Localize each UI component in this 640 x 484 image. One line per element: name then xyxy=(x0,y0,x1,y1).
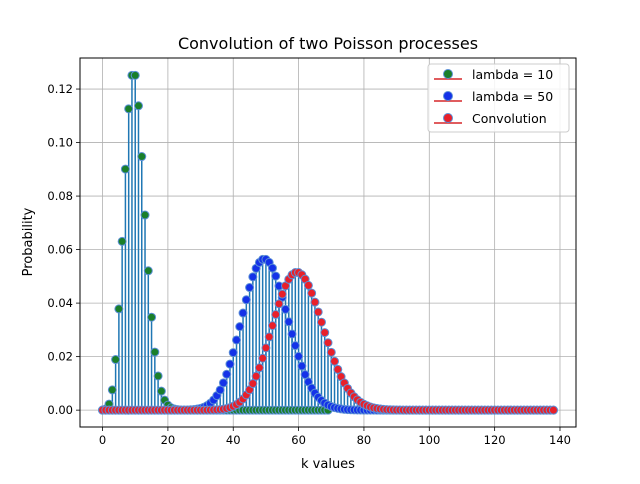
legend-box xyxy=(427,63,570,133)
x-tick-label: 120 xyxy=(484,433,506,447)
y-tick-label: 0.10 xyxy=(47,136,73,150)
point-lambda-50 xyxy=(232,335,242,345)
point-lambda-50 xyxy=(297,361,307,371)
plot-frame xyxy=(79,57,577,428)
legend-marker xyxy=(443,113,453,123)
y-tick-label: 0.00 xyxy=(47,403,73,417)
point-lambda-10 xyxy=(156,386,166,396)
point-lambda-50 xyxy=(267,263,277,273)
point-lambda-10 xyxy=(150,347,160,357)
point-convolution xyxy=(323,338,333,348)
point-lambda-10 xyxy=(111,355,121,365)
point-lambda-10 xyxy=(140,210,150,220)
point-convolution xyxy=(251,371,261,381)
legend-marker xyxy=(443,91,453,101)
point-convolution xyxy=(316,317,326,327)
point-convolution xyxy=(326,347,336,357)
point-convolution xyxy=(271,309,281,319)
point-convolution xyxy=(548,405,558,415)
point-lambda-10 xyxy=(137,152,147,162)
point-lambda-50 xyxy=(245,283,255,293)
x-tick-label: 80 xyxy=(357,433,372,447)
point-lambda-10 xyxy=(107,385,117,395)
point-convolution xyxy=(258,353,268,363)
point-convolution xyxy=(310,297,320,307)
x-tick-label: 100 xyxy=(418,433,440,447)
markers xyxy=(98,70,558,415)
point-convolution xyxy=(274,299,284,309)
point-lambda-50 xyxy=(281,304,291,314)
point-lambda-10 xyxy=(117,236,127,246)
point-lambda-10 xyxy=(130,70,140,80)
x-axis-label: k values xyxy=(301,457,355,472)
x-tick-label: 140 xyxy=(549,433,571,447)
y-tick-label: 0.04 xyxy=(47,296,73,310)
point-lambda-10 xyxy=(133,101,143,111)
point-convolution xyxy=(333,364,343,374)
y-tick-label: 0.06 xyxy=(47,243,73,257)
point-lambda-50 xyxy=(290,341,300,351)
point-convolution xyxy=(277,289,287,299)
y-tick-label: 0.12 xyxy=(47,82,73,96)
point-lambda-50 xyxy=(294,351,304,361)
point-lambda-50 xyxy=(235,322,245,332)
y-tick-label: 0.08 xyxy=(47,189,73,203)
y-tick-label: 0.02 xyxy=(47,350,73,364)
point-convolution xyxy=(254,363,264,373)
legend-label: Convolution xyxy=(472,111,547,126)
point-lambda-50 xyxy=(225,359,235,369)
legend-label: lambda = 10 xyxy=(472,67,553,82)
point-convolution xyxy=(264,332,274,342)
point-lambda-10 xyxy=(147,312,157,322)
point-lambda-10 xyxy=(114,304,124,314)
point-convolution xyxy=(320,328,330,338)
point-lambda-50 xyxy=(271,271,281,281)
point-lambda-50 xyxy=(222,369,232,379)
point-convolution xyxy=(303,280,313,290)
point-lambda-50 xyxy=(300,370,310,380)
point-lambda-10 xyxy=(124,104,134,114)
point-lambda-10 xyxy=(120,164,130,174)
legend: lambda = 10 lambda = 50 Convolution xyxy=(427,63,570,133)
point-convolution xyxy=(330,356,340,366)
point-lambda-50 xyxy=(228,348,238,358)
x-axis-ticks: 0 20 40 60 80 100 120 140 xyxy=(99,427,571,447)
point-lambda-50 xyxy=(284,317,294,327)
point-lambda-50 xyxy=(287,329,297,339)
point-lambda-50 xyxy=(218,378,228,388)
point-lambda-50 xyxy=(248,272,258,282)
point-lambda-10 xyxy=(153,371,163,381)
point-convolution xyxy=(261,343,271,353)
y-axis-ticks: 0.00 0.02 0.04 0.06 0.08 0.10 0.12 xyxy=(47,82,80,417)
point-convolution xyxy=(313,307,323,317)
legend-label: lambda = 50 xyxy=(472,89,553,104)
x-tick-label: 40 xyxy=(226,433,241,447)
point-lambda-50 xyxy=(238,308,248,318)
x-tick-label: 0 xyxy=(99,433,106,447)
y-axis-label: Probability xyxy=(21,207,36,276)
chart-title: Convolution of two Poisson processes xyxy=(178,34,478,53)
point-convolution xyxy=(248,379,258,389)
x-tick-label: 60 xyxy=(291,433,306,447)
point-convolution xyxy=(307,288,317,298)
x-tick-label: 20 xyxy=(161,433,176,447)
legend-marker xyxy=(443,69,453,79)
point-lambda-50 xyxy=(241,295,251,305)
point-lambda-10 xyxy=(143,266,153,276)
point-convolution xyxy=(267,321,277,331)
